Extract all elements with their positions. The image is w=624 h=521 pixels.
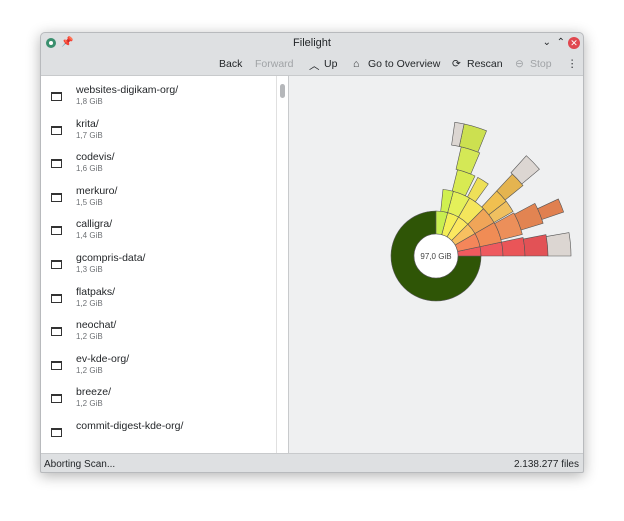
back-button[interactable]: Back [219,58,243,70]
folder-size: 1,2 GiB [76,365,103,375]
folder-icon [51,260,62,269]
overview-button[interactable]: Go to Overview [368,58,441,70]
pin-icon[interactable]: 📌 [61,37,74,48]
folder-icon [51,192,62,202]
folder-name: codevis/ [76,151,115,164]
close-button[interactable]: ✕ [568,37,580,49]
folder-list: 1,9 GiB websites-digikam-org/1,8 GiB krita… [41,75,288,453]
folder-name: breeze/ [76,386,112,399]
rescan-icon: ⟳ [452,58,461,70]
folder-size: 1,2 GiB [76,298,103,308]
rescan-button[interactable]: Rescan [467,58,503,70]
toolbar: Back Forward ︿ Up ⌂ Go to Overview ⟳ Res… [41,53,583,75]
folder-icon [51,92,62,101]
folder-size: 1,7 GiB [76,130,103,140]
folder-segment[interactable] [537,198,565,220]
folder-name: ev-kde-org/ [76,352,130,365]
folder-name: gcompris-data/ [76,252,146,264]
app-icon [46,38,56,48]
up-icon[interactable]: ︿ [309,60,320,72]
folder-icon [51,394,62,404]
folder-size: 1,9 GiB [76,75,103,76]
center-circle[interactable] [413,233,459,279]
folder-size: 1,3 GiB [76,265,103,274]
folder-icon [51,327,62,337]
folder-segment[interactable] [440,189,454,213]
minimize-button[interactable]: ⌄ [542,37,551,48]
folder-icon [51,360,62,370]
folder-name: krita/ [76,117,99,130]
folder-name: websites-digikam-org/ [76,84,179,96]
folder-segment[interactable] [451,121,465,147]
stop-icon: ⊖ [515,58,524,70]
scrollbar-thumb[interactable] [280,84,285,98]
folder-segment[interactable] [545,232,572,257]
folder-segment[interactable] [510,155,540,185]
folder-size: 1,5 GiB [76,197,103,207]
folder-name: neochat/ [76,319,117,332]
sunburst-chart[interactable]: 97,0 GiB [289,76,584,454]
folder-icon [51,125,62,135]
folder-size: 1,6 GiB [76,164,103,174]
home-icon: ⌂ [353,58,360,70]
folder-size: 1,2 GiB [76,332,103,342]
folder-icon [51,226,62,236]
folder-segment[interactable] [523,234,549,257]
folder-size: 1,4 GiB [76,231,103,241]
folder-size: 1,8 GiB [76,97,103,106]
sunburst-chart-area: 97,0 GiB [288,75,584,454]
file-count: 2.138.277 files [513,459,579,470]
folder-size: 1,2 GiB [76,399,103,409]
scrollbar[interactable] [276,76,288,453]
folder-icon [51,428,62,437]
folder-name: commit-digest-kde-org/ [76,420,184,432]
stop-button[interactable]: Stop [530,58,552,70]
folder-name: calligra/ [76,218,113,231]
folder-name: flatpaks/ [76,285,116,298]
folder-segment[interactable] [501,237,526,257]
up-button[interactable]: Up [324,58,338,70]
folder-icon [51,159,62,169]
folder-name: merkuro/ [76,184,118,197]
title-bar: 📌 Filelight ⌄ ⌃ ✕ [41,33,583,53]
window-title: Filelight [293,37,331,49]
status-text: Aborting Scan... [44,459,116,470]
status-bar: Aborting Scan... 2.138.277 files [41,453,583,472]
menu-button[interactable]: ⋮ [567,58,578,70]
filelight-window: 📌 Filelight ⌄ ⌃ ✕ Back Forward ︿ Up ⌂ Go… [40,32,584,473]
total-size-label: 97,0 GiB [420,252,451,261]
folder-icon [51,293,62,303]
forward-button[interactable]: Forward [255,58,294,70]
maximize-button[interactable]: ⌃ [556,37,565,48]
